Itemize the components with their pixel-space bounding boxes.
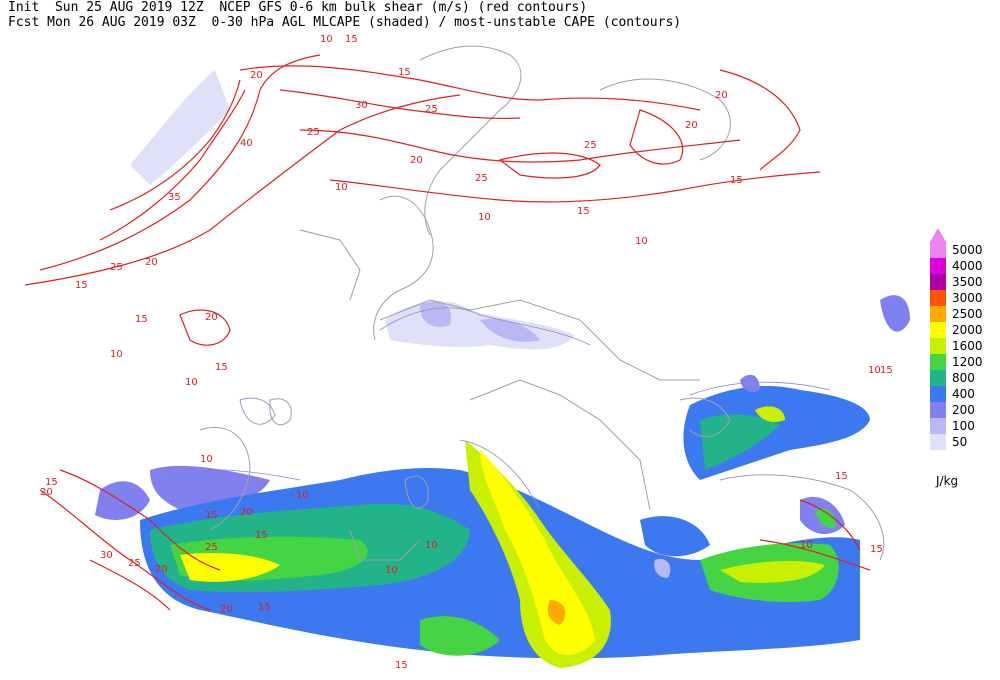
legend-item: 2500 <box>930 306 1000 322</box>
shear-label: 25 <box>205 542 218 553</box>
shear-label: 20 <box>205 312 218 323</box>
shear-label: 15 <box>398 67 411 78</box>
legend-swatch <box>930 386 946 402</box>
legend-item: 4000 <box>930 258 1000 274</box>
legend-item: 5000 <box>930 242 1000 258</box>
legend-arrow-icon <box>930 228 946 242</box>
shear-label: 40 <box>240 138 253 149</box>
legend-swatch <box>930 434 946 450</box>
shear-label: 15 <box>870 544 883 555</box>
shear-label: 20 <box>240 507 253 518</box>
shear-label: 10 <box>478 212 491 223</box>
shear-label: 20 <box>220 604 233 615</box>
shear-label: 10 <box>425 540 438 551</box>
legend-label: 5000 <box>952 243 983 257</box>
shear-label: 10 <box>296 490 309 501</box>
shear-label: 15 <box>730 175 743 186</box>
shear-label: 15 <box>255 530 268 541</box>
legend-label: 1600 <box>952 339 983 353</box>
shear-label: 10 <box>320 34 333 45</box>
shear-label: 20 <box>250 70 263 81</box>
shear-label: 20 <box>40 487 53 498</box>
legend-label: 2000 <box>952 323 983 337</box>
legend-swatch <box>930 418 946 434</box>
shear-label: 10 <box>185 377 198 388</box>
shear-label: 10 <box>800 540 813 551</box>
shear-label: 15 <box>258 602 271 613</box>
legend-swatch <box>930 274 946 290</box>
shear-label: 20 <box>410 155 423 166</box>
shear-label: 25 <box>307 127 320 138</box>
legend-label: 3500 <box>952 275 983 289</box>
header-line-2: Fcst Mon 26 AUG 2019 03Z 0-30 hPa AGL ML… <box>8 15 682 30</box>
legend-label: 1200 <box>952 355 983 369</box>
legend-label: 800 <box>952 371 975 385</box>
shear-label: 15 <box>215 362 228 373</box>
shear-label: 15 <box>835 471 848 482</box>
legend-swatch <box>930 306 946 322</box>
shear-label: 30 <box>100 550 113 561</box>
shear-label: 25 <box>425 104 438 115</box>
shear-label: 10 <box>200 454 213 465</box>
shear-label: 15 <box>395 660 408 671</box>
shear-label: 10 <box>385 565 398 576</box>
legend-label: 100 <box>952 419 975 433</box>
shear-label: 35 <box>168 192 181 203</box>
legend-label: 2500 <box>952 307 983 321</box>
shear-label: 30 <box>355 100 368 111</box>
shear-label: 10 <box>868 365 881 376</box>
legend-swatch <box>930 322 946 338</box>
shear-labels: 10 15 20 25 30 35 40 25 25 25 20 20 20 1… <box>40 34 893 671</box>
shear-label: 25 <box>475 173 488 184</box>
legend-item: 1200 <box>930 354 1000 370</box>
legend-item: 400 <box>930 386 1000 402</box>
legend-label: 200 <box>952 403 975 417</box>
shear-label: 15 <box>45 477 58 488</box>
shear-label: 20 <box>155 564 168 575</box>
shear-label: 20 <box>685 120 698 131</box>
shear-label: 25 <box>584 140 597 151</box>
legend-item: 2000 <box>930 322 1000 338</box>
legend-item: 50 <box>930 434 1000 450</box>
shear-label: 15 <box>205 510 218 521</box>
legend-units: J/kg <box>936 474 959 488</box>
shear-contours <box>24 54 871 611</box>
coastlines <box>199 45 885 561</box>
legend-item: 3500 <box>930 274 1000 290</box>
legend-label: 400 <box>952 387 975 401</box>
shear-label: 15 <box>345 34 358 45</box>
legend-swatch <box>930 354 946 370</box>
shear-label: 20 <box>715 90 728 101</box>
shear-label: 15 <box>577 206 590 217</box>
shear-label: 10 <box>335 182 348 193</box>
legend-swatch <box>930 402 946 418</box>
shear-label: 25 <box>128 558 141 569</box>
legend-swatch <box>930 242 946 258</box>
legend-item: 1600 <box>930 338 1000 354</box>
legend-label: 50 <box>952 435 968 449</box>
legend-label: 4000 <box>952 259 983 273</box>
shear-label: 25 <box>110 262 123 273</box>
shear-label: 10 <box>635 236 648 247</box>
shear-label: 15 <box>880 365 893 376</box>
legend-item: 200 <box>930 402 1000 418</box>
legend-swatch <box>930 290 946 306</box>
header-line-1: Init Sun 25 AUG 2019 12Z NCEP GFS 0-6 km… <box>8 0 588 15</box>
legend-label: 3000 <box>952 291 983 305</box>
shear-label: 20 <box>145 257 158 268</box>
legend-item: 3000 <box>930 290 1000 306</box>
shear-label: 10 <box>110 349 123 360</box>
shear-label: 15 <box>75 280 88 291</box>
legend-swatch <box>930 370 946 386</box>
cape-contours <box>149 307 831 511</box>
legend-swatch <box>930 258 946 274</box>
legend-swatch <box>930 338 946 354</box>
cape-shading <box>95 70 910 668</box>
legend-item: 800 <box>930 370 1000 386</box>
shear-label: 15 <box>135 314 148 325</box>
legend-item: 100 <box>930 418 1000 434</box>
